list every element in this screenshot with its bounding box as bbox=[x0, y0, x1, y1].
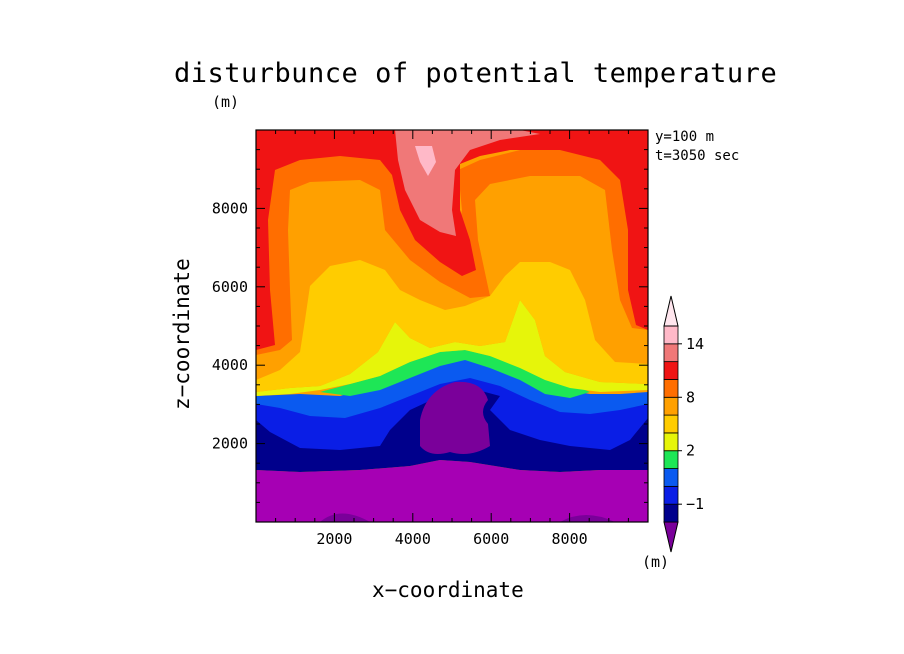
band-light-pink bbox=[415, 146, 436, 176]
colorbar-under-arrow bbox=[663, 521, 679, 553]
colorbar-box bbox=[663, 361, 679, 380]
title-unit: (m) bbox=[212, 93, 240, 111]
colorbar-box bbox=[663, 468, 679, 487]
band-yellow bbox=[256, 300, 648, 396]
colorbar-tick-label: 14 bbox=[686, 335, 704, 353]
band-purple bbox=[256, 460, 648, 522]
colorbar-box bbox=[663, 432, 679, 452]
annotation-time: t=3050 sec bbox=[655, 148, 740, 164]
contour-fill bbox=[256, 130, 648, 522]
chart-title: disturbunce of potential temperature bbox=[174, 58, 778, 89]
colorbar-box bbox=[663, 485, 679, 505]
colorbar-box bbox=[663, 503, 679, 523]
band-purple-core bbox=[420, 381, 490, 454]
y-tick-label: 6000 bbox=[212, 278, 248, 296]
band-red bbox=[256, 130, 648, 350]
axis-ticks: 2000 4000 6000 8000 2000 4000 6000 8000 bbox=[212, 130, 648, 548]
colorbar-box bbox=[663, 325, 679, 345]
colorbar-box bbox=[663, 379, 679, 398]
colorbar-box bbox=[663, 396, 679, 416]
annotation-y: y=100 m bbox=[655, 129, 715, 145]
band-deep-purple-bottom bbox=[320, 513, 615, 522]
x-tick-label: 8000 bbox=[552, 530, 588, 548]
y-tick-label: 2000 bbox=[212, 435, 248, 453]
band-blue bbox=[256, 364, 648, 450]
x-tick-label: 6000 bbox=[473, 530, 509, 548]
colorbar-unit: (m) bbox=[642, 553, 670, 571]
colorbar-box bbox=[663, 343, 679, 363]
x-axis-label: x−coordinate bbox=[372, 578, 524, 602]
band-green bbox=[320, 350, 590, 398]
y-tick-label: 4000 bbox=[212, 356, 248, 374]
band-gold bbox=[256, 260, 648, 392]
colorbar-over-arrow bbox=[663, 295, 679, 327]
x-tick-label: 2000 bbox=[316, 530, 352, 548]
colorbar-tick-label: 2 bbox=[686, 442, 695, 460]
colorbar-tick-label: −1 bbox=[686, 495, 704, 513]
y-tick-label: 8000 bbox=[212, 199, 248, 217]
colorbar-box bbox=[663, 414, 679, 434]
band-medium-blue bbox=[256, 356, 648, 418]
colorbar-tick-label: 8 bbox=[686, 388, 695, 406]
x-tick-label: 4000 bbox=[395, 530, 431, 548]
colorbar-box bbox=[663, 450, 679, 469]
colorbar: 14 8 2 −1 bbox=[663, 295, 704, 553]
